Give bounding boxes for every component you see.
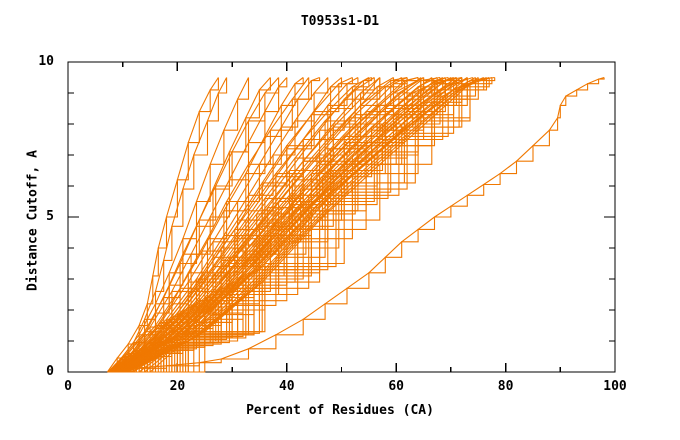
data-series-group (106, 76, 605, 373)
y-axis-label: Distance Cutoff, A (25, 150, 41, 291)
x-tick-label-20: 20 (169, 379, 186, 394)
chart-title: T0953s1-D1 (300, 14, 380, 29)
x-axis-label: Percent of Residues (CA) (246, 403, 434, 418)
x-tick-label-100: 100 (603, 379, 627, 394)
x-tick-label-0: 0 (64, 379, 72, 394)
y-tick-label-5: 5 (46, 209, 54, 224)
x-tick-label-60: 60 (388, 379, 405, 394)
y-tick-label-10: 10 (38, 54, 54, 69)
x-tick-label-80: 80 (497, 379, 514, 394)
y-tick-label-0: 0 (46, 364, 54, 379)
x-tick-label-40: 40 (278, 379, 295, 394)
